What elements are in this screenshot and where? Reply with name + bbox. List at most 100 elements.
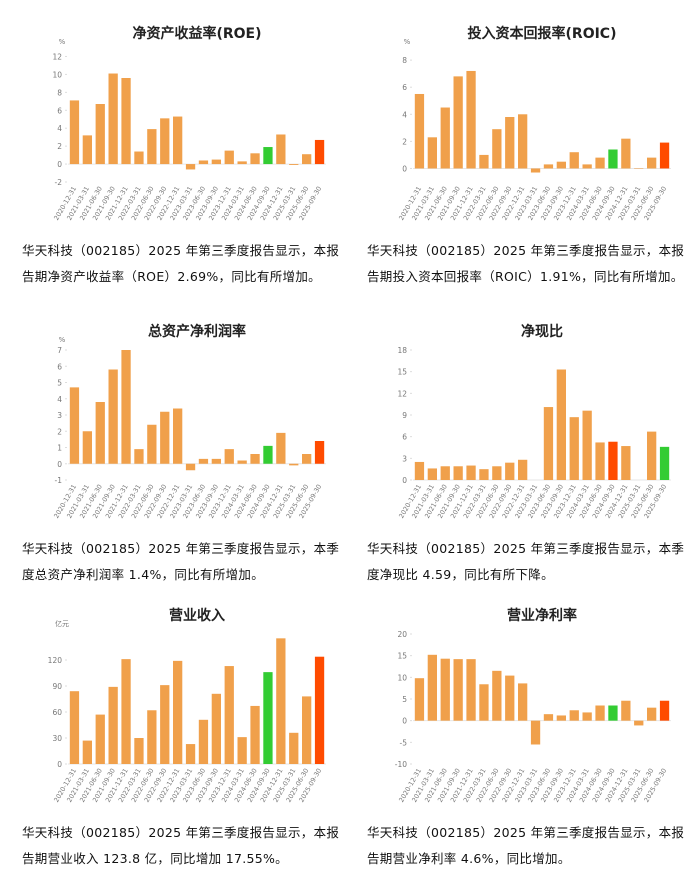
bar bbox=[314, 139, 325, 165]
bar bbox=[492, 129, 502, 169]
y-tick-label: 12 bbox=[52, 52, 62, 61]
bar bbox=[173, 116, 183, 165]
bar bbox=[595, 705, 605, 721]
bar bbox=[160, 118, 170, 165]
y-tick-label: -2 bbox=[55, 178, 63, 187]
bar bbox=[505, 462, 515, 480]
bar bbox=[608, 441, 618, 480]
y-tick-label: 0 bbox=[57, 760, 62, 769]
bar bbox=[211, 693, 221, 764]
bar bbox=[69, 100, 80, 165]
bar bbox=[440, 107, 450, 169]
bar bbox=[621, 138, 631, 169]
bar bbox=[314, 441, 325, 464]
bar bbox=[134, 151, 144, 165]
bar bbox=[134, 738, 144, 764]
description: 华天科技（002185）2025 年第三季度报告显示，本季度净现比 4.59，同… bbox=[367, 541, 685, 582]
bar bbox=[250, 153, 260, 165]
y-tick-label: 120 bbox=[48, 656, 63, 665]
bar bbox=[263, 672, 273, 764]
bar bbox=[608, 149, 618, 169]
bar bbox=[302, 696, 312, 764]
description: 华天科技（002185）2025 年第三季度报告显示，本报告期营业收入 123.… bbox=[22, 825, 340, 866]
y-tick-label: 5 bbox=[402, 695, 407, 704]
y-tick-label: 15 bbox=[397, 652, 407, 661]
bar bbox=[276, 134, 286, 165]
bar bbox=[569, 417, 579, 480]
bar bbox=[634, 168, 644, 169]
bar bbox=[185, 744, 196, 764]
unit-label: % bbox=[404, 38, 411, 46]
bar bbox=[224, 150, 234, 165]
bar bbox=[582, 712, 592, 721]
y-tick-label: -5 bbox=[400, 738, 408, 747]
bar bbox=[518, 459, 528, 480]
bar bbox=[647, 157, 657, 169]
bar bbox=[569, 710, 579, 721]
bar bbox=[543, 714, 554, 721]
bar bbox=[634, 720, 644, 726]
bar bbox=[314, 656, 325, 764]
bar bbox=[263, 445, 273, 464]
bar bbox=[237, 460, 247, 464]
y-tick-label: 2 bbox=[57, 142, 62, 151]
bar bbox=[414, 678, 425, 721]
y-tick-label: 0 bbox=[402, 476, 407, 485]
y-tick-label: 60 bbox=[52, 708, 62, 717]
bar bbox=[466, 659, 476, 721]
y-tick-label: 4 bbox=[57, 395, 62, 404]
bar bbox=[659, 446, 670, 480]
bar bbox=[492, 466, 502, 480]
bar bbox=[121, 659, 131, 764]
chart-title: 总资产净利润率 bbox=[148, 323, 246, 340]
y-tick-label: 3 bbox=[57, 411, 62, 420]
bar bbox=[173, 660, 183, 764]
unit-label: % bbox=[59, 38, 66, 46]
chart-title: 投入资本回报率(ROIC) bbox=[468, 25, 617, 42]
bar bbox=[198, 160, 209, 165]
bar bbox=[543, 164, 554, 169]
bar bbox=[147, 424, 157, 464]
y-tick-label: 8 bbox=[402, 56, 407, 65]
y-tick-label: 8 bbox=[57, 88, 62, 97]
bar bbox=[224, 449, 234, 464]
y-tick-label: 1 bbox=[57, 444, 62, 453]
bar bbox=[237, 737, 247, 764]
bar bbox=[414, 461, 425, 480]
bar bbox=[427, 654, 437, 721]
bar bbox=[569, 152, 579, 169]
bar bbox=[582, 410, 592, 480]
bar bbox=[82, 431, 92, 464]
bar bbox=[595, 442, 605, 480]
chart-title: 营业收入 bbox=[169, 607, 225, 624]
bar bbox=[302, 154, 312, 165]
bar bbox=[173, 408, 183, 464]
bar bbox=[453, 76, 463, 169]
bar bbox=[198, 458, 209, 464]
y-tick-label: 18 bbox=[397, 346, 407, 355]
bar bbox=[69, 387, 80, 464]
bar bbox=[518, 683, 528, 721]
y-tick-label: 3 bbox=[402, 454, 407, 463]
bar bbox=[134, 449, 144, 464]
y-tick-label: 4 bbox=[402, 110, 407, 119]
y-tick-label: 0 bbox=[402, 164, 407, 173]
bar bbox=[108, 686, 118, 764]
bar bbox=[440, 466, 450, 480]
bar bbox=[479, 469, 489, 480]
bar bbox=[121, 350, 131, 464]
y-tick-label: 7 bbox=[57, 346, 62, 355]
bar bbox=[69, 691, 80, 764]
description: 华天科技（002185）2025 年第三季度报告显示，本报告期营业净利率 4.6… bbox=[367, 825, 685, 866]
bar bbox=[518, 114, 528, 169]
bar bbox=[224, 666, 234, 764]
bar bbox=[479, 684, 489, 721]
bar bbox=[647, 431, 657, 480]
y-tick-label: 0 bbox=[57, 460, 62, 469]
bar bbox=[582, 164, 592, 169]
bar bbox=[211, 458, 221, 464]
unit-label: 亿元 bbox=[55, 619, 69, 628]
y-tick-label: 6 bbox=[57, 106, 62, 115]
y-tick-label: 6 bbox=[402, 433, 407, 442]
